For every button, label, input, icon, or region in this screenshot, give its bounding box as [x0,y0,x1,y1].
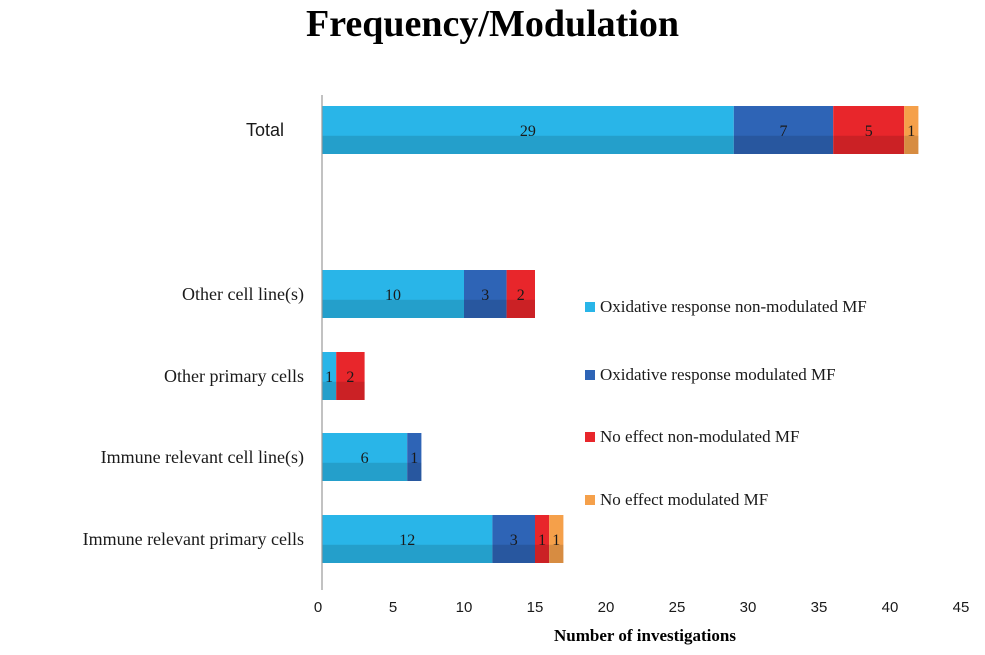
category-label-total: Total [246,120,284,140]
category-label-immune-relevant-cell-line-s: Immune relevant cell line(s) [101,447,304,468]
data-label-other-cell-line-s-oxidative-response-modulated-mf: 3 [481,287,489,304]
x-tick-label-0: 0 [314,599,322,616]
bars-layer: 29 7 5 110 3 21 26 112 3 1 1 [322,106,919,563]
data-label-immune-relevant-cell-line-s-oxidative-response-modulated-mf: 1 [410,450,418,467]
x-axis-title: Number of investigations [554,626,736,645]
bar-other-cell-line-s-oxidative-response-modulated-mf [464,270,507,318]
data-label-total-oxidative-response-non-modulated-mf: 29 [520,123,536,140]
bar-total-oxidative-response-non-modulated-mf [322,106,734,154]
bar-immune-relevant-primary-cells-no-effect-modulated-mf [549,515,564,563]
legend-label-oxidative-response-non-modulated-mf: Oxidative response non-modulated MF [600,297,867,316]
bar-shade-total-no-effect-modulated-mf [904,135,919,154]
x-tick-label-15: 15 [527,599,544,616]
bar-shade-total-oxidative-response-modulated-mf [733,135,834,154]
x-tick-label-40: 40 [882,599,899,616]
bar-shade-immune-relevant-cell-line-s-oxidative-response-modulated-mf [407,462,422,481]
x-tick-label-20: 20 [598,599,615,616]
bar-immune-relevant-primary-cells-no-effect-non-modulated-mf [535,515,550,563]
data-label-other-primary-cells-oxidative-response-non-modulated-mf: 1 [325,369,333,386]
x-tick-label-25: 25 [669,599,686,616]
bar-immune-relevant-primary-cells-oxidative-response-non-modulated-mf [322,515,493,563]
category-labels: Total Other cell line(s) Other primary cel… [83,120,304,549]
bar-shade-immune-relevant-primary-cells-oxidative-response-non-modulated-mf [322,544,493,563]
bar-shade-other-cell-line-s-no-effect-non-modulated-mf [506,299,535,318]
data-label-immune-relevant-primary-cells-oxidative-response-modulated-mf: 3 [510,532,518,549]
legend-swatch-no-effect-modulated-mf [585,495,595,505]
bar-immune-relevant-cell-line-s-oxidative-response-modulated-mf [407,433,422,481]
bar-total-no-effect-modulated-mf [904,106,919,154]
chart-title: Frequency/Modulation [306,3,679,45]
data-label-other-cell-line-s-no-effect-non-modulated-mf: 2 [517,287,525,304]
bar-shade-immune-relevant-cell-line-s-oxidative-response-non-modulated-mf [322,462,408,481]
bar-other-cell-line-s-no-effect-non-modulated-mf [506,270,535,318]
data-label-immune-relevant-primary-cells-no-effect-non-modulated-mf: 1 [538,532,546,549]
data-label-other-cell-line-s-oxidative-response-non-modulated-mf: 10 [385,287,401,304]
legend-label-no-effect-modulated-mf: No effect modulated MF [600,490,768,509]
data-label-total-no-effect-modulated-mf: 1 [907,123,915,140]
data-label-immune-relevant-cell-line-s-oxidative-response-non-modulated-mf: 6 [361,450,369,467]
bar-shade-total-no-effect-non-modulated-mf [833,135,905,154]
bar-total-no-effect-non-modulated-mf [833,106,905,154]
bar-shade-immune-relevant-primary-cells-oxidative-response-modulated-mf [492,544,535,563]
category-label-other-cell-line-s: Other cell line(s) [182,284,304,305]
x-tick-label-30: 30 [740,599,757,616]
legend-swatch-no-effect-non-modulated-mf [585,432,595,442]
data-label-other-primary-cells-no-effect-non-modulated-mf: 2 [346,369,354,386]
category-label-immune-relevant-primary-cells: Immune relevant primary cells [83,529,304,549]
data-label-immune-relevant-primary-cells-no-effect-modulated-mf: 1 [552,532,560,549]
bar-shade-total-oxidative-response-non-modulated-mf [322,135,734,154]
bar-immune-relevant-cell-line-s-oxidative-response-non-modulated-mf [322,433,408,481]
legend-swatch-oxidative-response-modulated-mf [585,370,595,380]
x-tick-label-5: 5 [389,599,397,616]
bar-shade-other-primary-cells-no-effect-non-modulated-mf [336,381,365,400]
legend-label-oxidative-response-modulated-mf: Oxidative response modulated MF [600,365,836,384]
legend: Oxidative response non-modulated MF Oxida… [585,297,867,509]
bar-other-cell-line-s-oxidative-response-non-modulated-mf [322,270,464,318]
x-tick-label-35: 35 [811,599,828,616]
bar-shade-other-primary-cells-oxidative-response-non-modulated-mf [322,381,337,400]
category-label-other-primary-cells: Other primary cells [164,366,304,386]
data-label-total-oxidative-response-modulated-mf: 7 [780,123,788,140]
bar-other-primary-cells-no-effect-non-modulated-mf [336,352,365,400]
bar-immune-relevant-primary-cells-oxidative-response-modulated-mf [492,515,535,563]
bar-total-oxidative-response-modulated-mf [733,106,834,154]
bar-other-primary-cells-oxidative-response-non-modulated-mf [322,352,337,400]
legend-label-no-effect-non-modulated-mf: No effect non-modulated MF [600,427,799,446]
bar-shade-immune-relevant-primary-cells-no-effect-modulated-mf [549,544,564,563]
x-tick-label-45: 45 [953,599,970,616]
data-label-immune-relevant-primary-cells-oxidative-response-non-modulated-mf: 12 [399,532,415,549]
bar-shade-immune-relevant-primary-cells-no-effect-non-modulated-mf [535,544,550,563]
data-label-total-no-effect-non-modulated-mf: 5 [865,123,873,140]
bar-shade-other-cell-line-s-oxidative-response-modulated-mf [464,299,507,318]
bar-shade-other-cell-line-s-oxidative-response-non-modulated-mf [322,299,464,318]
x-axis-ticks: 0 5 10 15 20 25 30 35 40 45 [314,599,970,616]
legend-swatch-oxidative-response-non-modulated-mf [585,302,595,312]
x-tick-label-10: 10 [456,599,473,616]
